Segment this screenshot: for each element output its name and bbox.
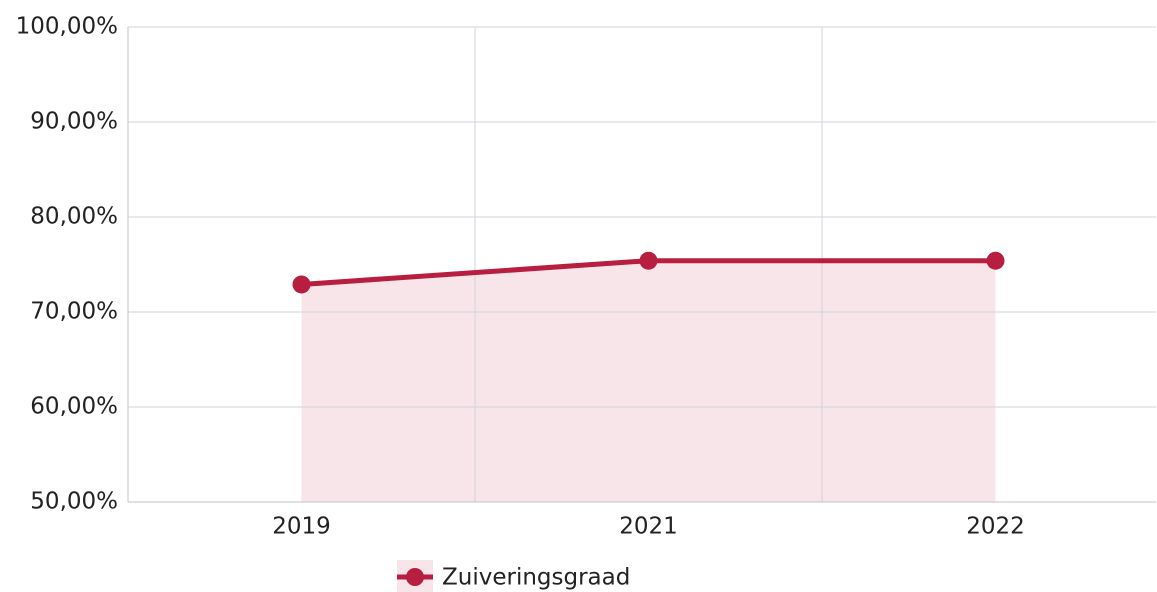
legend-label: Zuiveringsgraad [442, 565, 630, 591]
x-tick-label: 2021 [619, 514, 678, 540]
y-tick-label: 50,00% [30, 489, 118, 515]
x-tick-label: 2019 [272, 514, 331, 540]
y-tick-label: 90,00% [30, 109, 118, 135]
point [986, 251, 1005, 270]
x-tick-label: 2022 [966, 514, 1025, 540]
legend-marker [406, 568, 424, 586]
point [639, 251, 658, 270]
y-tick-label: 100,00% [16, 14, 118, 40]
y-tick-label: 70,00% [30, 299, 118, 325]
point [292, 275, 311, 294]
y-tick-label: 60,00% [30, 394, 118, 420]
y-tick-label: 80,00% [30, 204, 118, 230]
area [301, 260, 996, 502]
